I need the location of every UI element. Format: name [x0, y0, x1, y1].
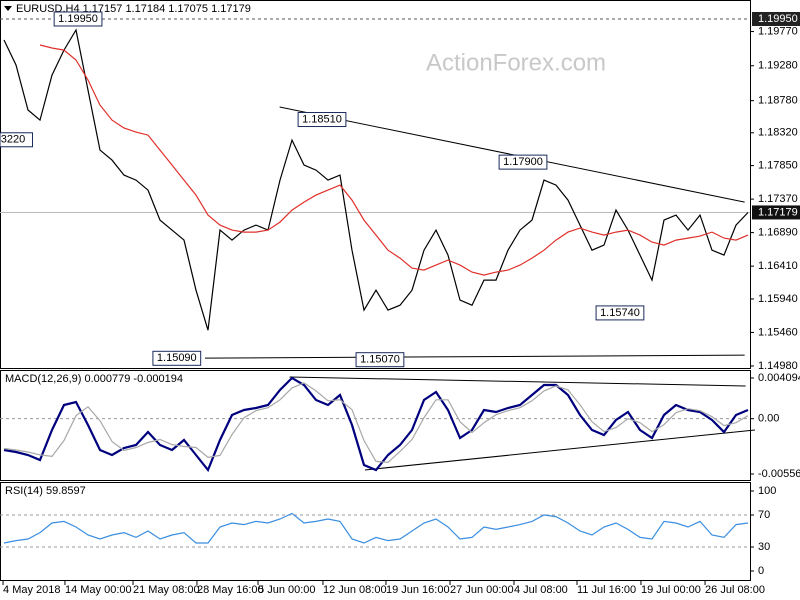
level-tag [752, 11, 800, 26]
level-label: 1.19950 [758, 13, 798, 25]
watermark: ActionForex.com [426, 49, 606, 76]
annotation-label: 1.17900 [503, 156, 543, 168]
annotation-box [498, 154, 548, 170]
trendline [289, 376, 746, 387]
y-tick-label: 1.15940 [758, 293, 798, 305]
panel-border [0, 0, 751, 369]
series-line [39, 44, 749, 276]
annotation-box [152, 350, 202, 366]
x-tick-label: 4 Jul 08:00 [514, 584, 568, 596]
annotation-label: 1.15090 [157, 352, 197, 364]
trendline [364, 429, 756, 471]
annotation-label: 3220 [1, 134, 25, 146]
y-tick-label: 1.17850 [758, 160, 798, 172]
x-tick-label: 4 May 2018 [3, 584, 60, 596]
y-tick-label: 1.19770 [758, 25, 798, 37]
x-tick-label: 14 May 00:00 [65, 584, 132, 596]
annotation-label: 1.18510 [302, 113, 342, 125]
y-tick-label: 30 [758, 541, 770, 553]
last-price-tag [752, 205, 800, 220]
y-tick-label: 1.17370 [758, 193, 798, 205]
x-tick-label: 28 May 16:00 [197, 584, 264, 596]
y-tick-label: 0.004094 [758, 372, 800, 384]
series-line [3, 382, 749, 464]
x-tick-label: 12 Jun 08:00 [323, 584, 387, 596]
annotation-box [297, 112, 347, 128]
x-tick-label: 27 Jun 00:00 [450, 584, 514, 596]
y-tick-label: -0.005568 [758, 468, 800, 480]
symbol-icon [4, 6, 12, 11]
y-tick-label: 1.15460 [758, 326, 798, 338]
annotation-label: 1.15070 [360, 354, 400, 366]
annotation-box [595, 305, 645, 321]
x-tick-label: 26 Jul 08:00 [705, 584, 765, 596]
panel-title: EURUSD,H4 1.17157 1.17184 1.17075 1.1717… [16, 3, 251, 15]
annotation-box [0, 132, 33, 148]
y-tick-label: 100 [758, 485, 776, 497]
panel-title: MACD(12,26,9) 0.000779 -0.000194 [5, 373, 183, 385]
x-tick-label: 19 Jun 16:00 [386, 584, 450, 596]
annotation-box [53, 11, 103, 27]
annotation-box [355, 352, 405, 368]
panel-border [0, 482, 751, 581]
y-tick-label: 0.00 [758, 413, 779, 425]
annotation-label: 1.19950 [58, 13, 98, 25]
series-line [3, 28, 749, 331]
series-line [3, 376, 749, 473]
y-tick-label: 1.18320 [758, 127, 798, 139]
y-tick-label: 1.16410 [758, 260, 798, 272]
x-tick-label: 11 Jul 16:00 [577, 584, 636, 596]
annotation-label: 1.15740 [600, 307, 640, 319]
y-tick-label: 1.19280 [758, 60, 798, 72]
y-tick-label: 0 [758, 565, 764, 577]
panel-title: RSI(14) 59.8597 [5, 485, 86, 497]
trendline [279, 106, 745, 203]
last-price-label: 1.17179 [758, 206, 798, 218]
panel-border [0, 370, 751, 481]
y-tick-label: 1.18780 [758, 95, 798, 107]
x-tick-label: 19 Jul 00:00 [641, 584, 701, 596]
y-tick-label: 1.14980 [758, 360, 798, 372]
x-tick-label: 21 May 08:00 [133, 584, 200, 596]
series-line [3, 512, 749, 544]
y-tick-label: 70 [758, 509, 770, 521]
trendline [204, 354, 745, 359]
y-tick-label: 1.16890 [758, 227, 798, 239]
x-tick-label: 5 Jun 00:00 [258, 584, 316, 596]
